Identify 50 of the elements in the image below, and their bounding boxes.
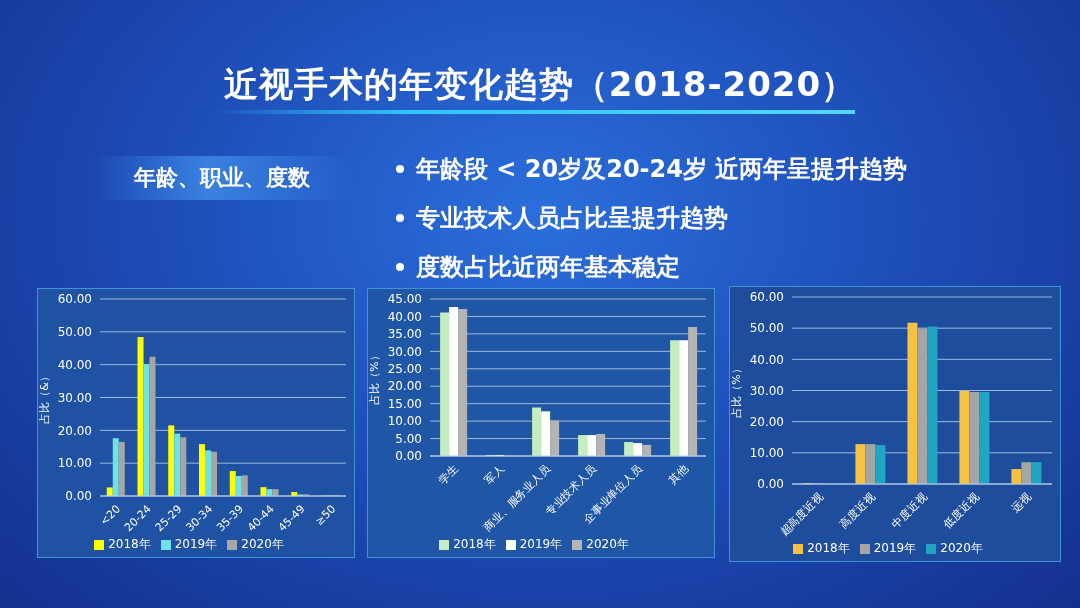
y-tick-label: 20.00 xyxy=(749,414,784,429)
y-tick-label: 50.00 xyxy=(749,321,784,336)
x-tick-label: 军人 xyxy=(481,462,507,488)
legend-label: 2020年 xyxy=(940,541,983,555)
y-tick-label: 60.00 xyxy=(749,290,784,305)
y-axis-title: 占比（&） xyxy=(37,371,51,424)
y-tick-label: 20.00 xyxy=(387,379,422,394)
y-tick-label: 40.00 xyxy=(749,352,784,367)
x-tick-label: 超高度近视 xyxy=(777,490,826,539)
y-tick-label: 30.00 xyxy=(387,344,422,359)
legend-label: 2018年 xyxy=(453,537,496,551)
legend-label: 2018年 xyxy=(108,537,151,551)
x-tick-label: 学生 xyxy=(435,462,461,488)
legend-label: 2019年 xyxy=(873,541,917,555)
y-tick-label: 10.00 xyxy=(749,446,784,461)
x-tick-label: 低度近视 xyxy=(941,490,982,531)
y-tick-label: 0.00 xyxy=(65,489,92,504)
legend-label: 2020年 xyxy=(241,537,284,551)
y-tick-label: 40.00 xyxy=(387,309,422,324)
y-axis-title: 占比（%） xyxy=(367,350,381,405)
y-tick-label: 0.00 xyxy=(395,449,422,464)
y-tick-label: 5.00 xyxy=(395,431,422,446)
y-tick-label: 35.00 xyxy=(387,327,422,342)
y-tick-label: 50.00 xyxy=(57,325,92,340)
y-tick-label: 15.00 xyxy=(387,396,422,411)
legend-label: 2018年 xyxy=(807,541,850,555)
legend-label: 2019年 xyxy=(519,537,563,551)
y-tick-label: 60.00 xyxy=(57,292,92,307)
y-tick-label: 40.00 xyxy=(57,357,92,372)
text: 近视手术的年变化趋势（2018-2020） xyxy=(223,64,857,104)
text: 度数占比近两年基本稳定 xyxy=(416,252,680,283)
legend-label: 2020年 xyxy=(586,537,629,551)
x-tick-label: 中度近视 xyxy=(889,490,930,531)
y-tick-label: 45.00 xyxy=(387,292,422,307)
y-tick-label: 0.00 xyxy=(757,477,784,492)
y-tick-label: 30.00 xyxy=(749,383,784,398)
y-tick-label: 25.00 xyxy=(387,362,422,377)
x-tick-label: 远视 xyxy=(1008,490,1034,516)
legend-label: 2019年 xyxy=(174,537,218,551)
y-axis-title: 占比（%） xyxy=(729,363,743,418)
x-tick-label: 其他 xyxy=(665,462,691,488)
text: 专业技术人员占比呈提升趋势 xyxy=(416,203,728,234)
x-tick-label: 高度近视 xyxy=(837,490,878,531)
text: 年龄、职业、度数 xyxy=(134,165,310,190)
y-tick-label: 10.00 xyxy=(57,456,92,471)
y-tick-label: 20.00 xyxy=(57,423,92,438)
y-tick-label: 10.00 xyxy=(387,414,422,429)
text: 年龄段 < 20岁及20-24岁 近两年呈提升趋势 xyxy=(416,154,908,185)
x-tick-label: <20 xyxy=(97,502,124,529)
y-tick-label: 30.00 xyxy=(57,390,92,405)
